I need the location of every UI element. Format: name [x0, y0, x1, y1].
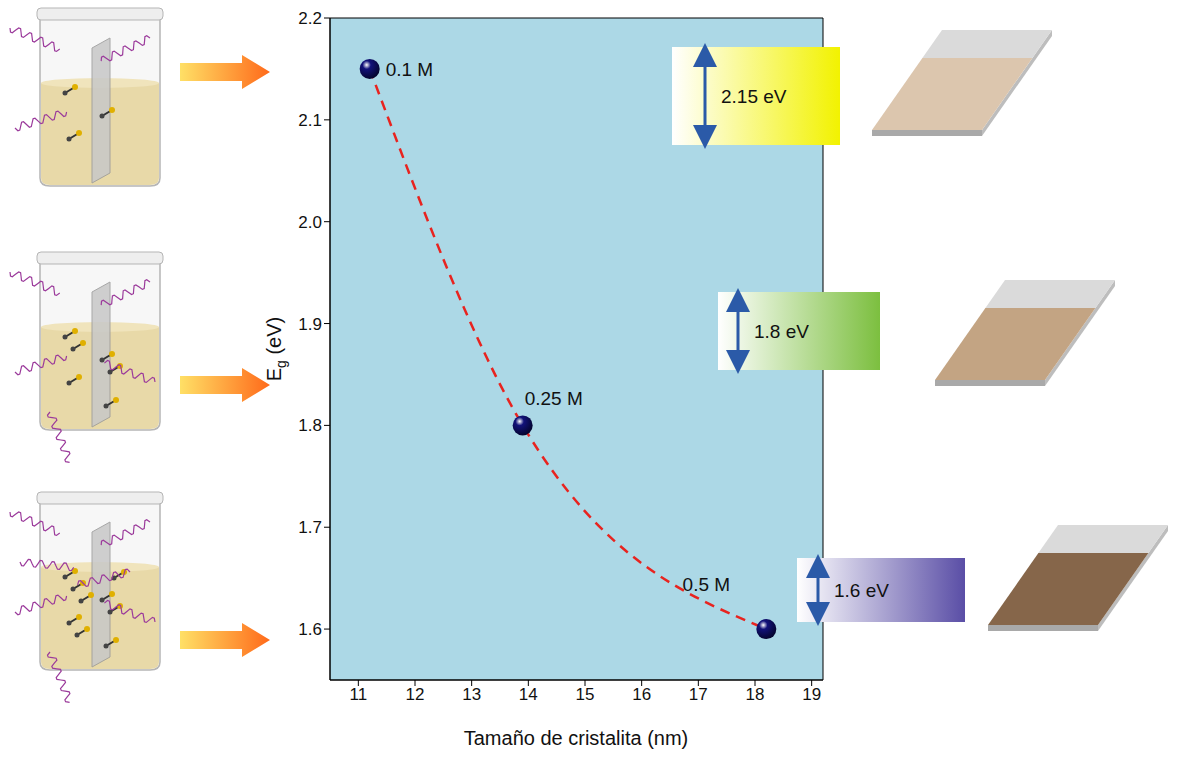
svg-text:19: 19 — [802, 685, 821, 704]
svg-text:13: 13 — [462, 685, 481, 704]
svg-text:1.9: 1.9 — [298, 315, 322, 334]
svg-text:0.1 M: 0.1 M — [386, 59, 434, 80]
svg-text:2.1: 2.1 — [298, 111, 322, 130]
svg-text:1.8 eV: 1.8 eV — [754, 321, 809, 342]
svg-text:12: 12 — [406, 685, 425, 704]
svg-text:1.8: 1.8 — [298, 416, 322, 435]
svg-text:0.5 M: 0.5 M — [683, 574, 731, 595]
svg-text:2.15 eV: 2.15 eV — [721, 86, 787, 107]
svg-text:1.6: 1.6 — [298, 620, 322, 639]
svg-text:15: 15 — [576, 685, 595, 704]
svg-text:1.7: 1.7 — [298, 518, 322, 537]
svg-text:Eg (eV): Eg (eV) — [263, 317, 289, 381]
svg-text:11: 11 — [350, 685, 368, 704]
svg-text:2.2: 2.2 — [298, 9, 322, 28]
svg-text:Tamaño de cristalita (nm): Tamaño de cristalita (nm) — [464, 727, 689, 749]
svg-text:16: 16 — [632, 685, 651, 704]
svg-text:17: 17 — [689, 685, 708, 704]
svg-text:1.6 eV: 1.6 eV — [834, 580, 889, 601]
svg-text:18: 18 — [746, 685, 765, 704]
svg-text:14: 14 — [519, 685, 538, 704]
svg-text:0.25 M: 0.25 M — [525, 388, 583, 409]
svg-text:2.0: 2.0 — [298, 213, 322, 232]
